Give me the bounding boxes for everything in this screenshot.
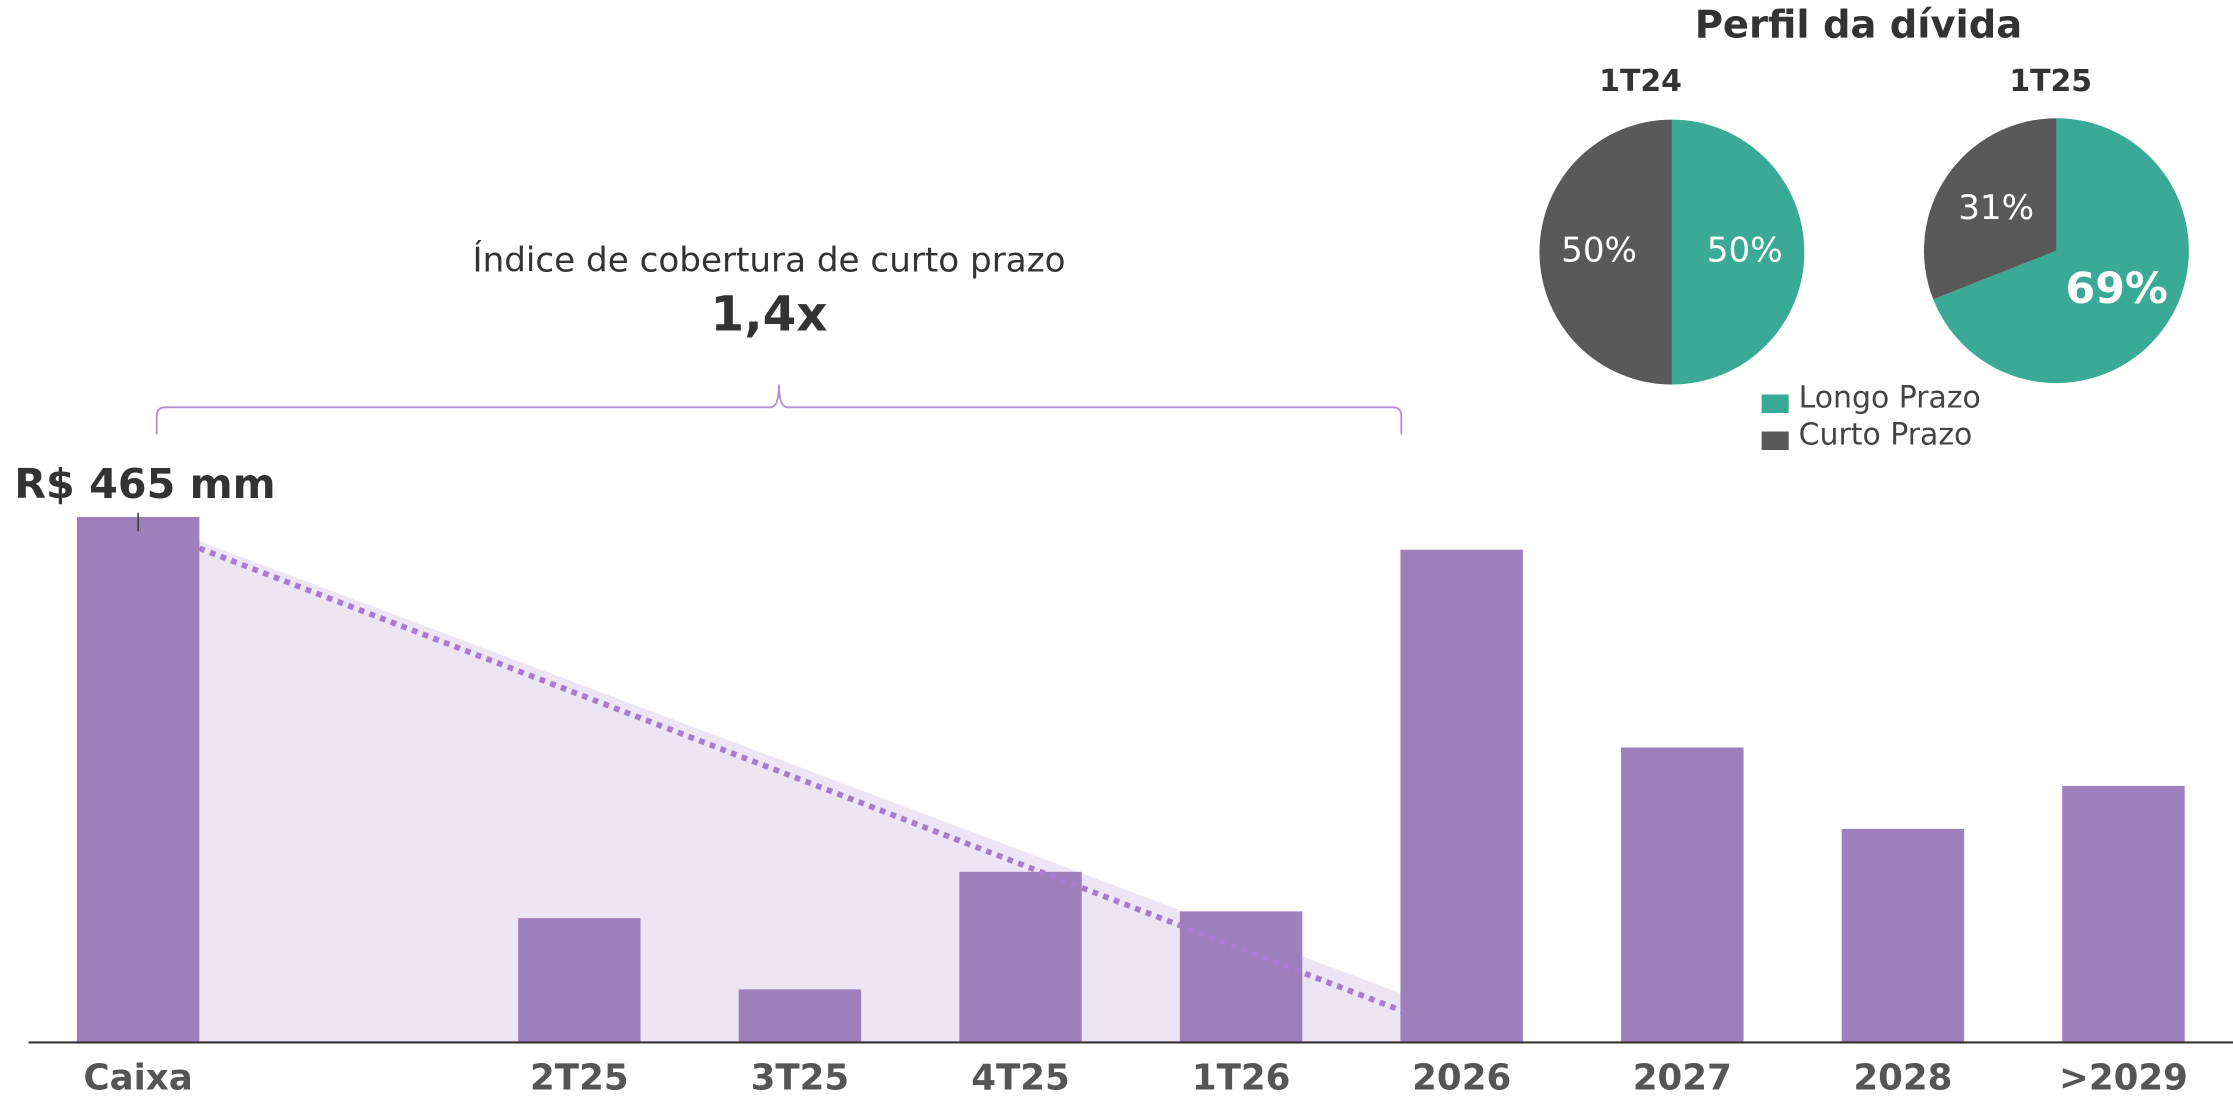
pie-slice [1671,119,1805,385]
x-tick-label: 2026 [1412,1057,1511,1098]
bar [76,516,200,1043]
x-tick-label: 4T25 [971,1057,1070,1098]
annotation: Índice de cobertura de curto prazo [473,240,1066,281]
x-tick-label: 1T26 [1192,1057,1291,1098]
coverage-line [198,545,1404,1014]
bar [1400,549,1523,1043]
x-tick-label: >2029 [2059,1057,2188,1098]
x-tick-label: Caixa [83,1057,192,1098]
bar [738,989,862,1043]
pie-subtitle: 1T24 [1599,64,1682,99]
value-label: R$ 465 mm [14,460,275,508]
bar [2062,785,2185,1043]
x-tick-label: 2028 [1853,1057,1952,1098]
pie-label: 50% [1561,231,1637,271]
annotation-value: 1,4x [711,287,828,343]
brace [155,384,1403,435]
pie-label: 31% [1958,188,2034,228]
pie-title: Perfil da dívida [1695,3,2022,48]
pie-slice [1933,118,2189,384]
pie-label: 69% [2066,264,2168,314]
pie-slice [1923,118,2057,300]
x-tick-label: 3T25 [751,1057,850,1098]
legend-label: Longo Prazo [1799,380,1981,415]
pie-subtitle: 1T25 [2009,64,2092,99]
x-tick-label: 2027 [1633,1057,1732,1098]
pie-label: 50% [1707,231,1783,271]
bar [1841,828,1965,1043]
bar [959,871,1082,1043]
x-tick-label: 2T25 [530,1057,629,1098]
bar [1179,911,1303,1043]
pie-slice [1539,119,1672,385]
legend-swatch [1761,394,1789,413]
bar [1621,747,1744,1043]
bar [518,918,641,1043]
legend-swatch [1761,431,1789,451]
legend-label: Curto Prazo [1799,417,1973,452]
